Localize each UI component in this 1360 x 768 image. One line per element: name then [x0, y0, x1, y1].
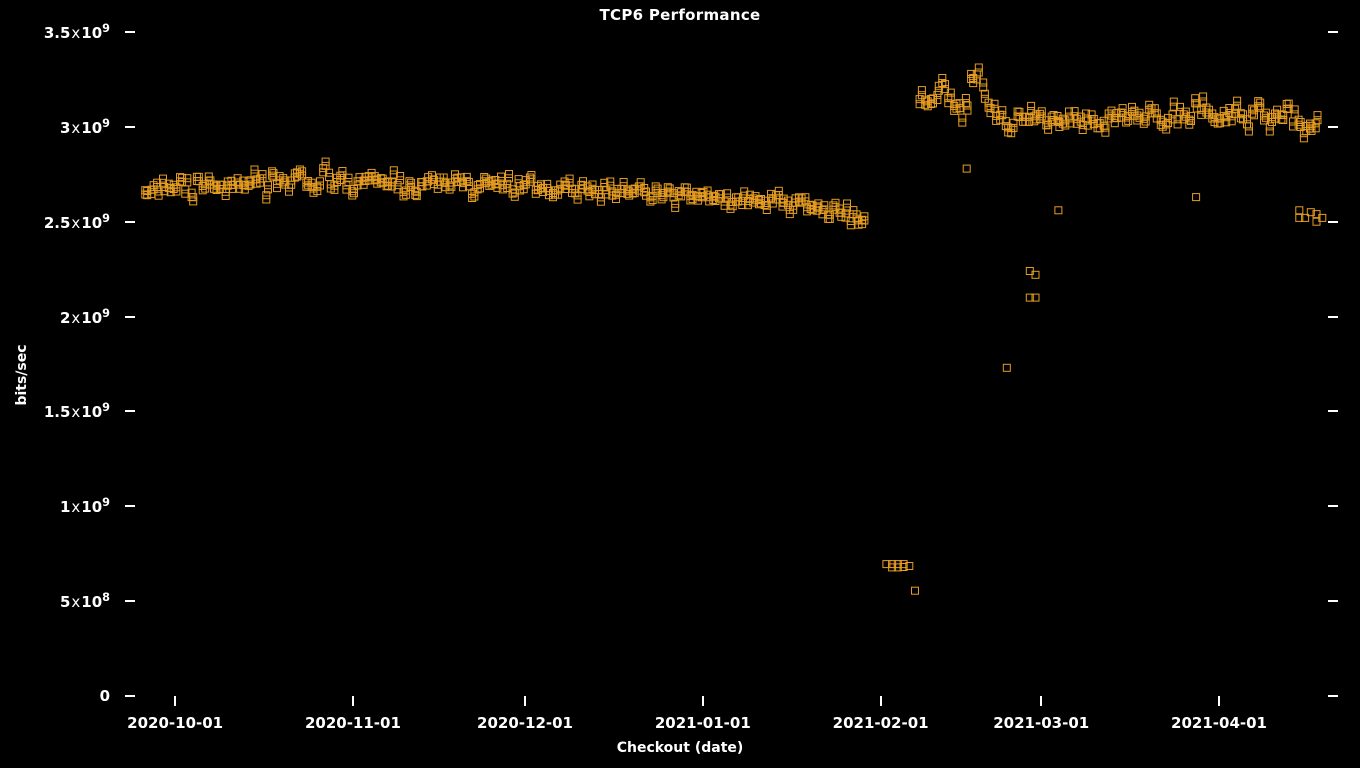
x-tick-label: 2020-11-01 — [305, 714, 401, 732]
data-point — [184, 179, 191, 186]
data-point — [1300, 135, 1307, 142]
data-point — [1108, 107, 1115, 114]
y-tick-mark — [125, 695, 135, 697]
tcp6-performance-chart: TCP6 Performance bits/sec Checkout (date… — [0, 0, 1360, 768]
data-point — [1192, 95, 1199, 102]
plot-area — [0, 0, 1360, 768]
data-point — [964, 102, 971, 109]
x-tick-mark — [880, 696, 882, 706]
x-tick-label: 2020-12-01 — [477, 714, 573, 732]
y-tick-label: 3x109 — [60, 117, 110, 137]
data-point — [975, 64, 982, 71]
data-point — [286, 188, 293, 195]
y-tick-label: 5x108 — [60, 591, 110, 611]
y-tick-mark — [1328, 505, 1338, 507]
data-point — [1045, 126, 1052, 133]
y-tick-mark — [1328, 221, 1338, 223]
x-tick-mark — [174, 696, 176, 706]
data-point — [446, 186, 453, 193]
y-tick-mark — [125, 505, 135, 507]
data-point — [1003, 364, 1010, 371]
x-tick-label: 2021-03-01 — [993, 714, 1089, 732]
x-tick-mark — [702, 696, 704, 706]
y-tick-mark — [125, 126, 135, 128]
data-point — [775, 187, 782, 194]
x-tick-mark — [1218, 696, 1220, 706]
y-tick-label: 2.5x109 — [44, 212, 110, 232]
data-point — [964, 107, 971, 114]
data-point — [1296, 207, 1303, 214]
y-tick-mark — [125, 221, 135, 223]
y-tick-mark — [1328, 410, 1338, 412]
data-point — [351, 190, 358, 197]
data-point — [1192, 100, 1199, 107]
y-tick-mark — [125, 31, 135, 33]
y-tick-mark — [1328, 126, 1338, 128]
y-tick-label: 1.5x109 — [44, 401, 110, 421]
data-point — [652, 183, 659, 190]
data-point — [481, 178, 488, 185]
x-tick-mark — [1040, 696, 1042, 706]
data-point — [959, 114, 966, 121]
x-tick-label: 2021-02-01 — [833, 714, 929, 732]
data-point — [1245, 128, 1252, 135]
data-point — [951, 107, 958, 114]
x-tick-mark — [524, 696, 526, 706]
data-point — [1134, 117, 1141, 124]
data-point — [1234, 97, 1241, 104]
data-point — [763, 207, 770, 214]
data-point — [339, 168, 346, 175]
data-point — [1245, 123, 1252, 130]
data-point — [847, 222, 854, 229]
data-point — [1123, 119, 1130, 126]
y-tick-mark — [1328, 316, 1338, 318]
data-point — [1283, 101, 1290, 108]
data-point — [672, 204, 679, 211]
data-point — [918, 87, 925, 94]
data-point — [190, 194, 197, 201]
y-tick-label: 0 — [100, 687, 110, 705]
data-point — [1251, 112, 1258, 119]
data-point — [620, 179, 627, 186]
y-tick-label: 2x109 — [60, 307, 110, 327]
y-tick-label: 3.5x109 — [44, 22, 110, 42]
data-point — [408, 179, 415, 186]
data-point — [844, 200, 851, 207]
data-point — [1193, 194, 1200, 201]
data-point — [222, 193, 229, 200]
y-tick-label: 1x109 — [60, 496, 110, 516]
y-tick-mark — [125, 600, 135, 602]
data-point — [402, 191, 409, 198]
data-point — [1200, 93, 1207, 100]
data-point — [1055, 207, 1062, 214]
data-point — [506, 171, 513, 178]
data-point — [963, 165, 970, 172]
data-point — [1261, 112, 1268, 119]
data-point — [1314, 112, 1321, 119]
x-tick-label: 2021-04-01 — [1171, 714, 1267, 732]
y-tick-mark — [1328, 695, 1338, 697]
data-point — [1010, 124, 1017, 131]
y-tick-mark — [1328, 31, 1338, 33]
data-point — [193, 173, 200, 180]
y-tick-mark — [1328, 600, 1338, 602]
data-point — [826, 216, 833, 223]
data-point — [195, 173, 202, 180]
data-point — [190, 198, 197, 205]
data-point — [263, 196, 270, 203]
data-point — [959, 119, 966, 126]
y-tick-mark — [125, 410, 135, 412]
data-point — [912, 587, 919, 594]
data-point — [322, 158, 329, 165]
x-tick-label: 2021-01-01 — [655, 714, 751, 732]
y-tick-mark — [125, 316, 135, 318]
data-point — [251, 166, 258, 173]
data-point — [1266, 128, 1273, 135]
data-point — [597, 198, 604, 205]
x-tick-mark — [352, 696, 354, 706]
x-tick-label: 2020-10-01 — [127, 714, 223, 732]
data-point — [1028, 102, 1035, 109]
data-point — [265, 182, 272, 189]
